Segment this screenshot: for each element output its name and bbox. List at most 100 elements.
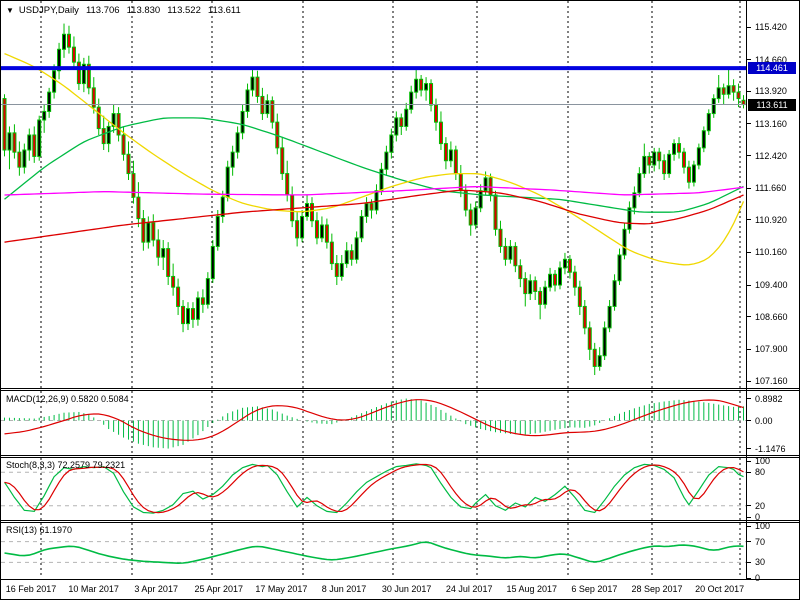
bear-candle-body xyxy=(503,245,508,260)
date-axis[interactable]: 16 Feb 2017 10 Mar 2017 3 Apr 2017 25 Apr 2… xyxy=(1,581,747,599)
axis-tick-mark xyxy=(747,59,751,61)
bear-candle-body xyxy=(443,143,448,162)
bull-candle-body xyxy=(240,110,245,134)
bear-candle-body xyxy=(12,132,17,153)
bear-candle-body xyxy=(295,220,300,239)
axis-tick-mark xyxy=(747,420,751,421)
macd-label: MACD(12,26,9) 0.5820 0.5084 xyxy=(6,394,129,404)
stoch-panel[interactable] xyxy=(1,458,747,520)
bear-candle-body xyxy=(458,173,463,192)
bull-candle-body xyxy=(672,143,677,155)
bull-candle-body xyxy=(483,177,488,192)
bull-candle-body xyxy=(205,278,210,305)
bull-candle-body xyxy=(319,224,324,239)
bear-candle-body xyxy=(2,98,7,151)
bull-candle-body xyxy=(404,108,409,127)
bull-candle-body xyxy=(225,166,230,198)
bear-candle-body xyxy=(587,327,592,350)
symbol-label: USDJPY,Daily xyxy=(18,5,79,16)
ma-yellow xyxy=(4,53,745,266)
bear-candle-body xyxy=(101,128,106,145)
bull-candle-body xyxy=(627,207,632,230)
bull-candle-body xyxy=(562,258,567,269)
bear-candle-body xyxy=(662,160,667,175)
bull-candle-body xyxy=(106,125,111,145)
bear-candle-body xyxy=(126,153,131,175)
axis-tick-mark xyxy=(747,316,751,318)
axis-tick-label: 0.00 xyxy=(755,415,773,426)
axis-tick-label: 30 xyxy=(755,557,766,568)
bear-candle-body xyxy=(518,265,523,280)
bull-candle-body xyxy=(607,305,612,329)
bull-candle-body xyxy=(389,134,394,153)
date-label: 6 Sep 2017 xyxy=(571,584,618,594)
bear-candle-body xyxy=(736,91,741,100)
bull-candle-body xyxy=(543,286,548,305)
axis-tick-mark xyxy=(747,187,751,189)
axis-tick-label: 0 xyxy=(755,573,761,583)
axis-tick-mark xyxy=(747,284,751,286)
bull-candle-body xyxy=(195,297,200,320)
bull-candle-body xyxy=(81,63,86,85)
bull-candle-body xyxy=(37,119,42,157)
bull-candle-body xyxy=(111,113,116,127)
date-label: 8 Jun 2017 xyxy=(321,584,367,594)
bull-candle-body xyxy=(696,147,701,166)
bull-candle-body xyxy=(230,151,235,168)
bear-candle-body xyxy=(190,308,195,320)
bear-candle-body xyxy=(66,33,71,48)
bear-candle-body xyxy=(329,241,334,265)
main-price-chart[interactable] xyxy=(1,1,747,388)
rsi-panel[interactable] xyxy=(1,523,747,578)
bull-candle-body xyxy=(424,83,429,91)
axis-tick-label: 20 xyxy=(755,500,766,511)
price-marker-114.461: 114.461 xyxy=(748,62,796,75)
ma-green xyxy=(4,117,744,213)
axis-tick-label: 110.160 xyxy=(755,247,787,258)
bear-candle-body xyxy=(523,278,528,295)
bull-candle-body xyxy=(250,76,255,91)
axis-tick-mark xyxy=(747,561,751,563)
bull-candle-body xyxy=(7,132,12,151)
bull-candle-body xyxy=(235,132,240,153)
bear-candle-body xyxy=(429,83,434,106)
bear-candle-body xyxy=(32,134,37,157)
axis-tick-mark xyxy=(747,471,751,473)
bear-candle-body xyxy=(419,78,424,91)
bear-candle-body xyxy=(349,250,354,260)
macd-signal-line xyxy=(4,399,744,441)
panel-separator xyxy=(1,388,799,391)
bear-candle-body xyxy=(285,173,290,196)
date-label: 17 May 2017 xyxy=(255,584,308,594)
bear-candle-body xyxy=(151,222,156,241)
bear-candle-body xyxy=(121,134,126,155)
bull-candle-body xyxy=(706,113,711,132)
bull-candle-body xyxy=(215,215,220,247)
axis-tick-mark xyxy=(747,577,751,579)
bull-candle-body xyxy=(62,33,67,50)
macd-panel[interactable] xyxy=(1,391,747,455)
bear-candle-body xyxy=(255,76,260,97)
bull-candle-body xyxy=(394,117,399,136)
bear-candle-body xyxy=(647,155,652,166)
bear-candle-body xyxy=(582,305,587,329)
bear-candle-body xyxy=(181,305,186,325)
axis-tick-mark xyxy=(747,251,751,253)
bear-candle-body xyxy=(200,297,205,305)
date-label: 15 Aug 2017 xyxy=(506,584,558,594)
bear-candle-body xyxy=(533,280,538,292)
bull-candle-body xyxy=(612,280,617,307)
bear-candle-body xyxy=(592,348,597,367)
bull-candle-body xyxy=(716,87,721,100)
bull-candle-body xyxy=(726,85,731,95)
price-axis[interactable]: 115.420 114.660 113.920 113.160 112.420 111.6… xyxy=(747,1,799,583)
bear-candle-body xyxy=(86,63,91,89)
axis-tick-label: 0 xyxy=(755,512,761,522)
date-label: 28 Sep 2017 xyxy=(631,584,683,594)
axis-tick-mark xyxy=(747,90,751,92)
symbol-dropdown-icon[interactable]: ▼ xyxy=(6,5,14,15)
bull-candle-body xyxy=(364,203,369,217)
bear-candle-body xyxy=(686,166,691,183)
panel-separator xyxy=(1,579,799,580)
date-label: 16 Feb 2017 xyxy=(5,584,57,594)
